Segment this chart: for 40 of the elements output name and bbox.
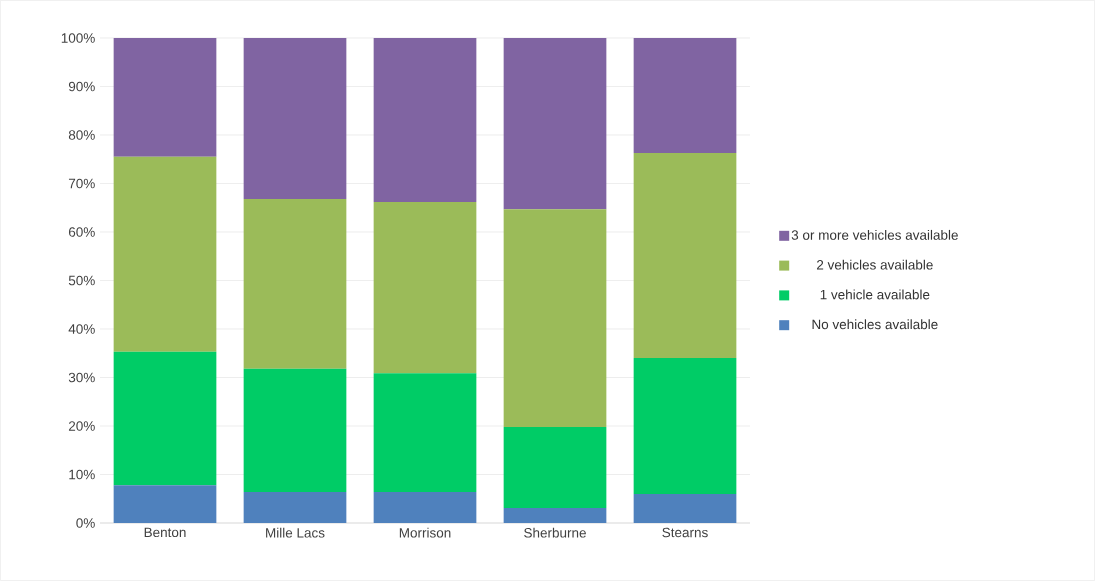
bar bbox=[633, 152, 737, 359]
x-tick-label: Morrison bbox=[399, 527, 451, 538]
bar bbox=[503, 426, 607, 508]
legend-label: 3 or more vehicles available bbox=[791, 229, 958, 240]
y-tick-label: 30% bbox=[68, 372, 95, 383]
bar bbox=[113, 156, 217, 352]
y-tick-label: 50% bbox=[68, 275, 95, 286]
bar bbox=[503, 507, 607, 523]
bar bbox=[373, 38, 477, 202]
bar bbox=[243, 199, 347, 369]
legend-label: 1 vehicle available bbox=[820, 289, 930, 300]
y-tick-label: 0% bbox=[76, 518, 95, 528]
bar bbox=[113, 38, 217, 157]
bar bbox=[373, 491, 477, 523]
y-tick-label: 10% bbox=[69, 469, 95, 480]
bar bbox=[503, 209, 607, 427]
x-tick-label: Mille Lacs bbox=[266, 527, 325, 538]
legend-label: 2 vehicles available bbox=[816, 259, 933, 270]
y-tick-label: 20% bbox=[68, 421, 95, 431]
bar bbox=[243, 368, 347, 492]
legend-label: No vehicles available bbox=[812, 319, 938, 330]
x-tick-label: Benton bbox=[144, 527, 186, 538]
y-tick-label: 90% bbox=[68, 81, 95, 92]
bar bbox=[243, 38, 347, 200]
bar bbox=[373, 373, 477, 492]
bar bbox=[503, 38, 607, 210]
bar bbox=[113, 485, 217, 523]
bar bbox=[633, 493, 737, 523]
bar bbox=[633, 38, 737, 153]
bar bbox=[243, 491, 347, 523]
bar bbox=[633, 358, 737, 494]
y-tick-label: 80% bbox=[68, 130, 95, 140]
y-tick-label: 60% bbox=[68, 227, 95, 237]
x-tick-label: Stearns bbox=[662, 527, 708, 538]
y-tick-label: 70% bbox=[68, 178, 95, 189]
y-tick-label: 100% bbox=[61, 33, 95, 43]
y-tick-label: 40% bbox=[68, 324, 95, 334]
bar bbox=[373, 201, 477, 374]
x-tick-label: Sherburne bbox=[524, 527, 586, 538]
bar bbox=[113, 351, 217, 486]
